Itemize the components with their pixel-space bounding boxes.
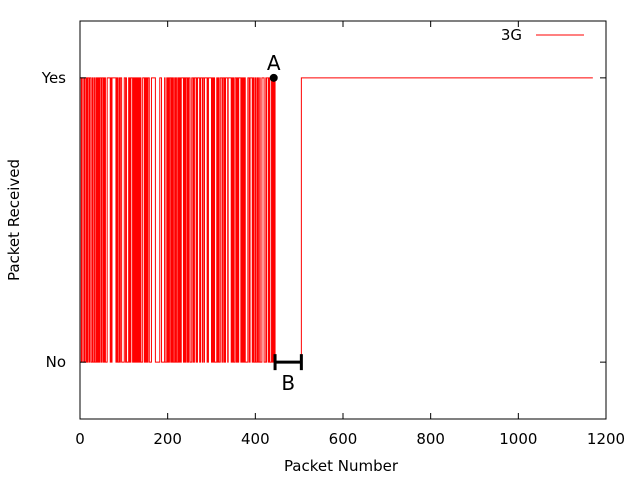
annotations: AB <box>267 51 303 395</box>
y-tick-label: Yes <box>41 69 66 87</box>
annotation-label-a: A <box>267 51 281 75</box>
axis-ticks: 0 200 400 600 800 1000 1200 No Yes <box>41 21 625 448</box>
series-line-3g <box>80 77 593 363</box>
x-tick-label: 1200 <box>587 430 625 448</box>
y-axis-title: Packet Received <box>5 159 23 281</box>
x-tick-label: 400 <box>241 430 270 448</box>
x-tick-label: 600 <box>329 430 358 448</box>
annotation-point-a <box>269 73 278 82</box>
x-tick-label: 800 <box>416 430 445 448</box>
annotation-label-b: B <box>281 371 295 395</box>
series-3g <box>80 77 593 363</box>
x-tick-label: 1000 <box>499 430 537 448</box>
plot-frame <box>79 20 607 420</box>
x-axis-title: Packet Number <box>284 457 399 475</box>
x-tick-label: 0 <box>75 430 85 448</box>
x-tick-label: 200 <box>153 430 182 448</box>
y-tick-label: No <box>46 353 66 371</box>
legend-label-3g: 3G <box>501 26 522 44</box>
legend: 3G <box>501 26 584 44</box>
